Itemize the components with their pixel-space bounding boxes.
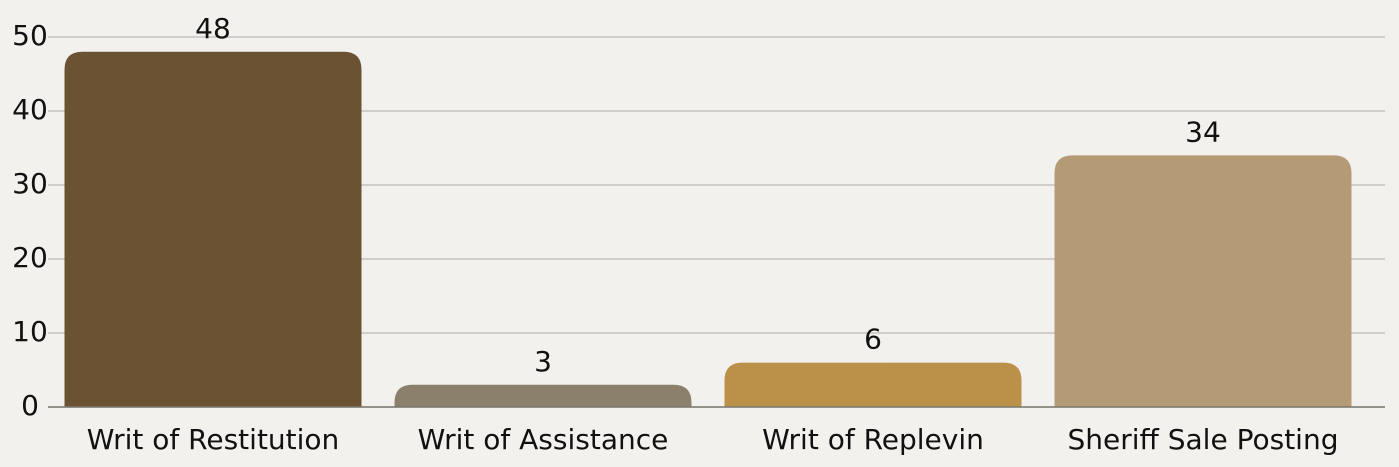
x-tick-label: Writ of Assistance: [418, 423, 669, 456]
y-tick-label: 20: [12, 241, 48, 274]
bar: [394, 384, 692, 407]
value-label: 34: [1185, 115, 1221, 148]
value-label: 48: [195, 12, 231, 45]
value-label: 3: [534, 345, 552, 378]
y-tick-label: 10: [12, 315, 48, 348]
x-tick-label: Writ of Replevin: [762, 423, 984, 456]
y-tick-label: 30: [12, 167, 48, 200]
bar: [1054, 155, 1352, 407]
x-tick-label: Sheriff Sale Posting: [1068, 423, 1339, 456]
x-tick-label: Writ of Restitution: [87, 423, 340, 456]
y-tick-label: 50: [12, 19, 48, 52]
bar: [724, 362, 1022, 407]
bar: [64, 51, 362, 408]
y-tick-label: 40: [12, 93, 48, 126]
value-label: 6: [864, 323, 882, 356]
y-tick-label: 0: [21, 389, 39, 422]
